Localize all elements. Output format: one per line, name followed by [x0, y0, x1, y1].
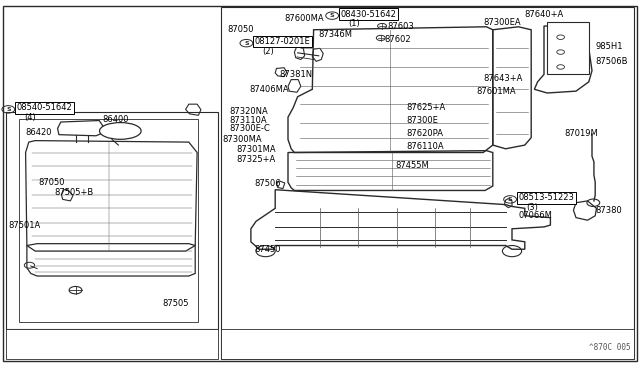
Text: 87620PA: 87620PA: [406, 129, 444, 138]
Bar: [6, 112, 218, 329]
Text: 87346M: 87346M: [318, 31, 352, 39]
Text: 87505: 87505: [162, 299, 188, 308]
Text: 87325+A: 87325+A: [236, 155, 275, 164]
Text: S: S: [330, 13, 335, 18]
Text: S: S: [6, 107, 11, 112]
Text: 07066M: 07066M: [518, 211, 552, 220]
Text: 87603: 87603: [387, 22, 414, 31]
Text: 87600MA: 87600MA: [285, 14, 324, 23]
Text: 87450: 87450: [254, 245, 280, 254]
Text: 87506B: 87506B: [595, 57, 628, 66]
Text: 87506: 87506: [254, 179, 281, 187]
Text: 87643+A: 87643+A: [483, 74, 523, 83]
Text: 08540-51642: 08540-51642: [17, 103, 72, 112]
Text: 08513-51223: 08513-51223: [518, 193, 574, 202]
Text: 87406MA: 87406MA: [250, 85, 289, 94]
Text: S: S: [508, 197, 513, 202]
Text: 87505+B: 87505+B: [54, 188, 93, 197]
Text: 87300E: 87300E: [406, 116, 438, 125]
Text: 873110A: 873110A: [230, 116, 268, 125]
Text: 87320NA: 87320NA: [230, 107, 269, 116]
Text: 87300EA: 87300EA: [483, 18, 521, 27]
Text: 876110A: 876110A: [406, 142, 444, 151]
Text: 86400: 86400: [102, 115, 129, 124]
Text: 87625+A: 87625+A: [406, 103, 445, 112]
Text: 86420: 86420: [26, 128, 52, 137]
Text: 87380: 87380: [595, 206, 622, 215]
Text: 87300MA: 87300MA: [223, 135, 262, 144]
Bar: [221, 329, 634, 359]
Bar: [221, 7, 634, 359]
Text: 87050: 87050: [227, 25, 253, 33]
Bar: [19, 119, 198, 322]
Text: 87640+A: 87640+A: [525, 10, 564, 19]
Text: 08127-0201E: 08127-0201E: [255, 37, 310, 46]
Text: 87601MA: 87601MA: [477, 87, 516, 96]
Ellipse shape: [100, 122, 141, 139]
Text: 87300E-C: 87300E-C: [230, 124, 271, 133]
Text: 87501A: 87501A: [8, 221, 40, 230]
Text: S: S: [244, 41, 249, 46]
Text: 87301MA: 87301MA: [236, 145, 276, 154]
Text: 985H1: 985H1: [595, 42, 623, 51]
Bar: [547, 22, 589, 74]
Text: (3): (3): [526, 203, 538, 212]
Text: 87381N: 87381N: [280, 70, 313, 79]
Text: 87602: 87602: [384, 35, 411, 44]
Text: ^870C 005: ^870C 005: [589, 343, 630, 352]
Text: (2): (2): [262, 47, 274, 56]
Text: (4): (4): [24, 113, 36, 122]
Text: (1): (1): [348, 19, 360, 28]
Text: 08430-51642: 08430-51642: [340, 10, 396, 19]
Text: 87455M: 87455M: [396, 161, 429, 170]
Text: 87050: 87050: [38, 178, 65, 187]
Text: 87019M: 87019M: [564, 129, 598, 138]
Bar: [6, 329, 218, 359]
